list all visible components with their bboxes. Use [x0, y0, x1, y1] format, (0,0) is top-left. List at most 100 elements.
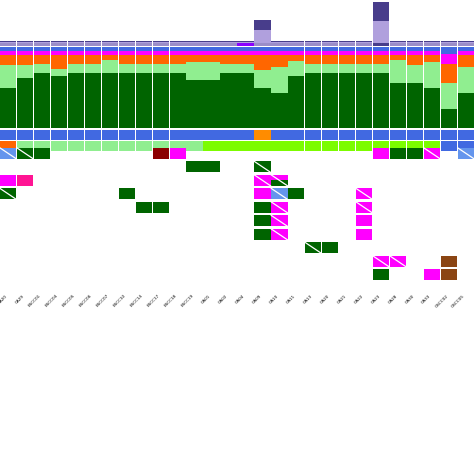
Bar [255, 55, 271, 70]
Bar [373, 141, 389, 151]
Bar [305, 243, 321, 253]
Text: ESCC18: ESCC18 [164, 293, 178, 308]
Bar [136, 73, 152, 128]
Bar [390, 60, 406, 83]
Text: GA11: GA11 [286, 293, 296, 304]
Bar [424, 47, 440, 51]
Bar [356, 73, 372, 128]
Bar [424, 55, 440, 62]
Bar [153, 141, 169, 151]
Bar [51, 41, 67, 42]
Bar [305, 141, 321, 151]
Text: GA01: GA01 [201, 293, 211, 304]
Bar [407, 42, 423, 43]
Bar [34, 141, 50, 151]
Bar [203, 41, 219, 42]
Bar [170, 51, 186, 55]
Bar [102, 42, 118, 43]
Text: GA20: GA20 [319, 293, 330, 304]
Text: ESCC17: ESCC17 [146, 293, 161, 308]
Bar [170, 141, 186, 151]
Bar [153, 41, 169, 42]
Bar [390, 83, 406, 128]
Bar [0, 42, 16, 43]
Bar [220, 47, 237, 51]
Bar [237, 51, 254, 55]
Bar [68, 41, 84, 42]
Bar [407, 43, 423, 46]
Bar [203, 42, 219, 43]
Bar [220, 42, 237, 43]
Bar [34, 47, 50, 51]
Bar [271, 180, 288, 186]
Bar [136, 47, 152, 51]
Bar [339, 141, 356, 151]
Bar [51, 55, 67, 69]
Bar [255, 47, 271, 51]
Bar [322, 51, 338, 55]
Text: ESCC10: ESCC10 [112, 293, 127, 308]
Bar [34, 64, 50, 73]
Bar [118, 55, 135, 64]
Bar [170, 148, 186, 159]
Bar [0, 175, 16, 186]
Bar [136, 55, 152, 64]
Bar [51, 130, 67, 140]
Bar [118, 51, 135, 55]
Bar [458, 41, 474, 42]
Bar [373, 269, 389, 280]
Bar [288, 41, 304, 42]
Bar [170, 42, 186, 43]
Bar [322, 243, 338, 253]
Bar [407, 148, 423, 159]
Text: CA20: CA20 [0, 293, 8, 304]
Bar [390, 130, 406, 140]
Bar [237, 43, 254, 46]
Bar [424, 41, 440, 42]
Bar [68, 42, 84, 43]
Bar [390, 141, 406, 151]
Bar [85, 55, 101, 64]
Bar [271, 175, 288, 181]
Bar [170, 43, 186, 46]
Bar [407, 51, 423, 55]
Bar [17, 43, 33, 46]
Text: GA04: GA04 [235, 293, 246, 304]
Bar [237, 47, 254, 51]
Bar [322, 64, 338, 73]
Bar [51, 69, 67, 76]
Bar [0, 141, 16, 151]
Bar [220, 64, 237, 73]
Text: GA09: GA09 [252, 293, 263, 304]
Bar [17, 42, 33, 43]
Bar [356, 42, 372, 43]
Bar [271, 188, 288, 199]
Bar [153, 51, 169, 55]
Bar [102, 43, 118, 46]
Bar [0, 148, 16, 159]
Bar [118, 43, 135, 46]
Bar [322, 41, 338, 42]
Text: GA10: GA10 [269, 293, 279, 304]
Bar [153, 130, 169, 140]
Bar [305, 43, 321, 46]
Bar [458, 130, 474, 140]
Bar [407, 55, 423, 65]
Bar [136, 64, 152, 73]
Bar [85, 141, 101, 151]
Bar [271, 55, 288, 67]
Bar [271, 141, 288, 151]
Bar [237, 42, 254, 43]
Bar [441, 141, 457, 151]
Bar [170, 64, 186, 73]
Bar [85, 42, 101, 43]
Bar [339, 130, 356, 140]
Bar [458, 43, 474, 46]
Bar [441, 41, 457, 42]
Bar [255, 43, 271, 46]
Bar [356, 51, 372, 55]
Bar [136, 51, 152, 55]
Bar [356, 47, 372, 51]
Bar [220, 41, 237, 42]
Bar [441, 256, 457, 267]
